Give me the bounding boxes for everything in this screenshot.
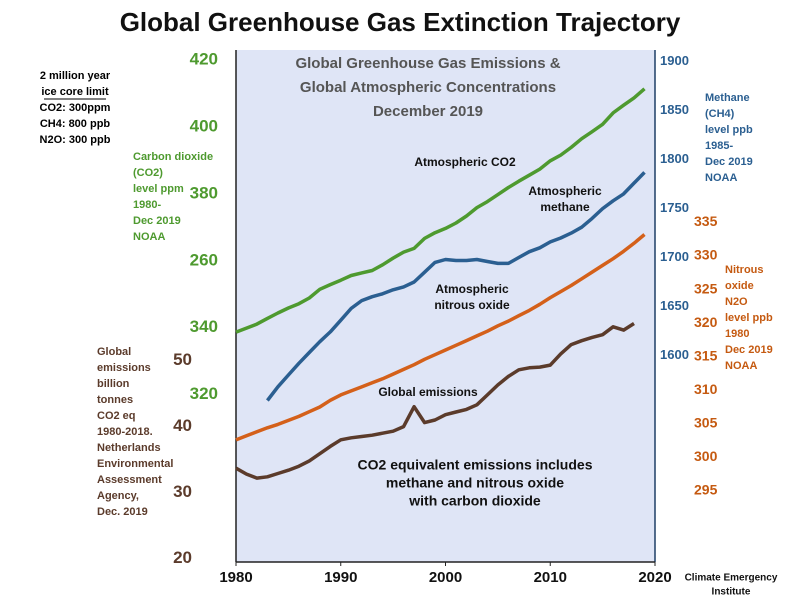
- source-line: Climate Emergency: [685, 573, 778, 584]
- y3label-line: level ppb: [725, 312, 773, 324]
- y3label-line: N2O: [725, 296, 748, 308]
- annotation: methane: [540, 200, 590, 214]
- annotation: Global emissions: [378, 385, 478, 399]
- y2-tick-label: 1650: [660, 298, 689, 313]
- series-line: [266, 171, 646, 402]
- y3-tick-label: 335: [694, 213, 718, 229]
- y4label-line: Agency,: [97, 490, 139, 502]
- y2label-line: Methane: [705, 92, 750, 104]
- y4label-line: CO2 eq: [97, 410, 136, 422]
- note-line: 2 million year: [40, 70, 111, 82]
- y3-tick-label: 310: [694, 381, 718, 397]
- y4label-line: Netherlands: [97, 442, 161, 454]
- y3label-line: Dec 2019: [725, 344, 773, 356]
- y-tick-label: 340: [190, 317, 218, 336]
- y2label-line: Dec 2019: [705, 156, 753, 168]
- note-line: N2O: 300 ppb: [40, 134, 111, 146]
- y4-tick-label: 20: [173, 548, 192, 567]
- y-tick-label: 420: [190, 50, 218, 69]
- y-tick-label: 400: [190, 116, 218, 135]
- y2-tick-label: 1850: [660, 102, 689, 117]
- y4label-line: tonnes: [97, 394, 133, 406]
- y4label-line: billion: [97, 378, 130, 390]
- x-tick-label: 1980: [219, 569, 252, 586]
- series-line: [235, 87, 646, 334]
- annotation: with carbon dioxide: [408, 493, 541, 509]
- y2-tick-label: 1800: [660, 151, 689, 166]
- y3-tick-label: 300: [694, 448, 718, 464]
- ylabel-line: (CO2): [133, 167, 163, 179]
- y4label-line: 1980-2018.: [97, 426, 153, 438]
- chart-title: Global Greenhouse Gas Extinction Traject…: [120, 7, 681, 37]
- y4-tick-label: 40: [173, 416, 192, 435]
- note-line: ice core limit: [41, 86, 109, 98]
- annotation: nitrous oxide: [434, 298, 510, 312]
- x-tick-label: 2000: [429, 569, 462, 586]
- ylabel-line: 1980-: [133, 199, 161, 211]
- y2-tick-label: 1750: [660, 200, 689, 215]
- series-line: [235, 233, 646, 442]
- x-tick-label: 1990: [324, 569, 357, 586]
- source-line: Institute: [712, 587, 751, 598]
- series-line: [235, 322, 635, 480]
- y2label-line: level ppb: [705, 124, 753, 136]
- x-tick-label: 2010: [534, 569, 567, 586]
- annotation: Atmospheric: [435, 282, 509, 296]
- y2-tick-label: 1700: [660, 249, 689, 264]
- x-tick-label: 2020: [638, 569, 671, 586]
- y4-tick-label: 50: [173, 350, 192, 369]
- y-tick-label: 260: [190, 250, 218, 269]
- y2label-line: (CH4): [705, 108, 735, 120]
- ylabel-line: NOAA: [133, 231, 165, 243]
- y3-tick-label: 315: [694, 347, 718, 363]
- y-tick-label: 320: [190, 384, 218, 403]
- y4label-line: Global: [97, 346, 131, 358]
- annotation: CO2 equivalent emissions includes: [358, 457, 593, 473]
- y4-tick-label: 30: [173, 482, 192, 501]
- note-line: CO2: 300ppm: [40, 102, 111, 114]
- y3label-line: Nitrous: [725, 264, 764, 276]
- y3label-line: oxide: [725, 280, 754, 292]
- y4label-line: emissions: [97, 362, 151, 374]
- y2-tick-label: 1900: [660, 53, 689, 68]
- y3-tick-label: 295: [694, 482, 718, 498]
- ylabel-line: Dec 2019: [133, 215, 181, 227]
- annotation: methane and nitrous oxide: [386, 475, 564, 491]
- y3label-line: 1980: [725, 328, 749, 340]
- ylabel-line: level ppm: [133, 183, 184, 195]
- y4label-line: Assessment: [97, 474, 162, 486]
- y-tick-label: 380: [190, 183, 218, 202]
- note-line: CH4: 800 ppb: [40, 118, 111, 130]
- ylabel-line: Carbon dioxide: [133, 151, 213, 163]
- y2label-line: NOAA: [705, 172, 737, 184]
- y2label-line: 1985-: [705, 140, 733, 152]
- y4label-line: Dec. 2019: [97, 506, 148, 518]
- y3-tick-label: 330: [694, 247, 718, 263]
- y2-tick-label: 1600: [660, 347, 689, 362]
- y3-tick-label: 320: [694, 314, 718, 330]
- annotation: Atmospheric CO2: [414, 155, 516, 169]
- annotation: Atmospheric: [528, 184, 602, 198]
- subtitle-line: Global Atmospheric Concentrations: [300, 79, 556, 96]
- y3-tick-label: 305: [694, 414, 718, 430]
- subtitle-line: December 2019: [373, 103, 483, 120]
- subtitle-line: Global Greenhouse Gas Emissions &: [295, 55, 560, 72]
- y4label-line: Environmental: [97, 458, 173, 470]
- y3-tick-label: 325: [694, 280, 718, 296]
- y3label-line: NOAA: [725, 360, 757, 372]
